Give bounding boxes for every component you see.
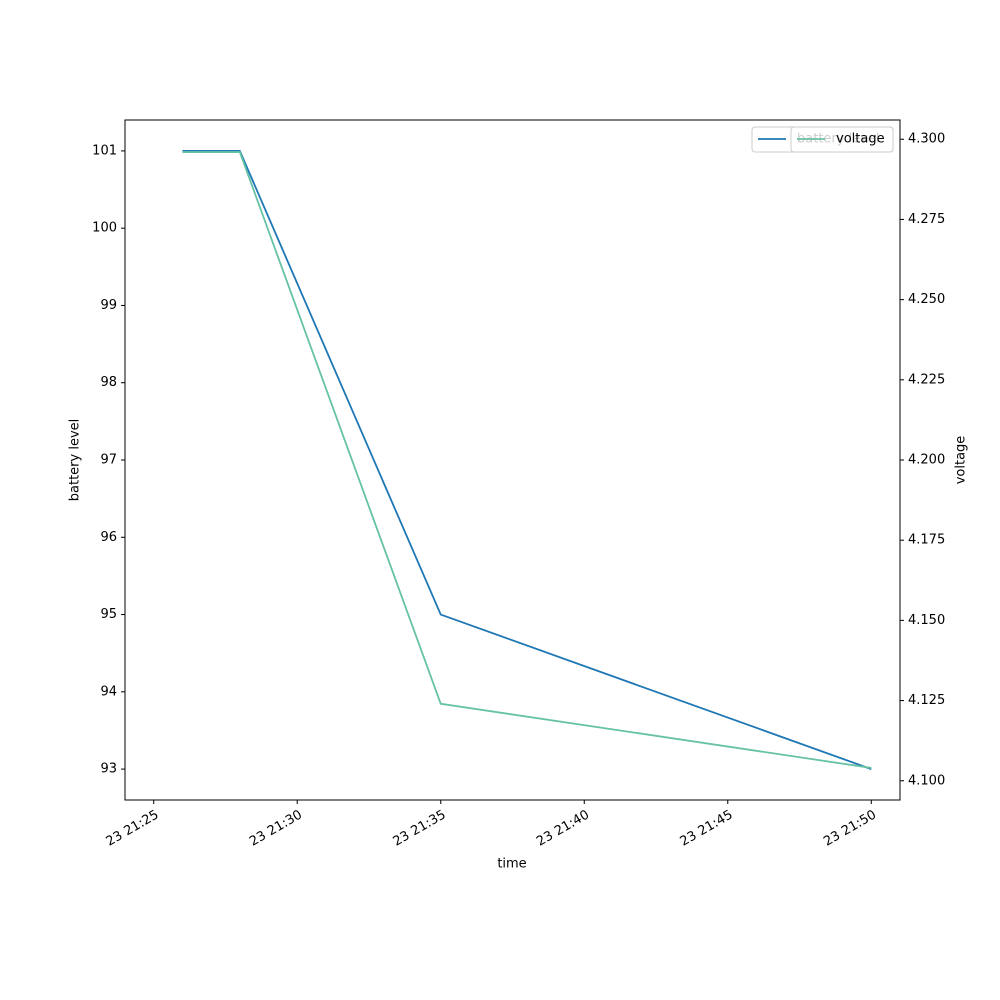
y2-tick-label: 4.300 <box>908 132 945 147</box>
y2-tick-label: 4.175 <box>908 533 945 548</box>
x-tick-label: 23 21:45 <box>678 808 736 850</box>
x-tick-label: 23 21:40 <box>534 808 592 850</box>
y2-tick-label: 4.125 <box>908 693 945 708</box>
y2-tick-label: 4.150 <box>908 613 945 628</box>
y2-tick-label: 4.100 <box>908 773 945 788</box>
series-line <box>182 150 872 770</box>
y-tick-label: 95 <box>100 607 117 622</box>
y2-tick-label: 4.275 <box>908 212 945 227</box>
y-tick-label: 97 <box>100 453 117 468</box>
series-line <box>182 151 872 769</box>
y2-tick-label: 4.200 <box>908 453 945 468</box>
plot-frame <box>124 119 901 801</box>
y-tick-label: 94 <box>100 684 117 699</box>
y2-tick-label: 4.250 <box>908 292 945 307</box>
legend-label: voltage <box>836 132 885 147</box>
y-tick-label: 101 <box>92 143 117 158</box>
x-axis-label: time <box>497 857 526 872</box>
x-tick-label: 23 21:30 <box>247 808 305 850</box>
legend-box <box>790 126 894 153</box>
y-tick-label: 99 <box>100 298 117 313</box>
y-tick-label: 100 <box>92 221 117 236</box>
y-axis-label: battery level <box>68 419 83 502</box>
x-tick-label: 23 21:25 <box>104 808 162 850</box>
x-tick-label: 23 21:35 <box>391 808 449 850</box>
y-tick-label: 93 <box>100 762 117 777</box>
y2-axis-label: voltage <box>954 436 969 485</box>
x-tick-label: 23 21:50 <box>821 808 879 850</box>
y-tick-label: 98 <box>100 375 117 390</box>
y-tick-label: 96 <box>100 530 117 545</box>
y2-tick-label: 4.225 <box>908 372 945 387</box>
